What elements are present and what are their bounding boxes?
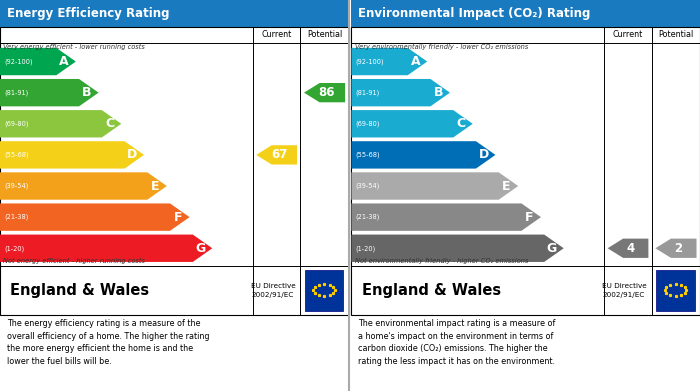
Text: Environmental Impact (CO₂) Rating: Environmental Impact (CO₂) Rating	[358, 7, 591, 20]
Polygon shape	[0, 235, 212, 262]
Text: D: D	[479, 149, 489, 161]
Text: Current: Current	[262, 30, 292, 39]
Text: Energy Efficiency Rating: Energy Efficiency Rating	[7, 7, 169, 20]
Polygon shape	[655, 239, 696, 258]
Text: F: F	[174, 211, 182, 224]
Text: (92-100): (92-100)	[356, 58, 384, 65]
Text: 86: 86	[318, 86, 335, 99]
Text: EU Directive
2002/91/EC: EU Directive 2002/91/EC	[603, 283, 647, 298]
Text: D: D	[127, 149, 137, 161]
Text: The environmental impact rating is a measure of
a home's impact on the environme: The environmental impact rating is a mea…	[358, 319, 556, 366]
Text: Current: Current	[613, 30, 643, 39]
Polygon shape	[0, 172, 167, 200]
Polygon shape	[608, 239, 648, 258]
Text: EU Directive
2002/91/EC: EU Directive 2002/91/EC	[251, 283, 295, 298]
Text: 67: 67	[271, 149, 287, 161]
Text: Potential: Potential	[658, 30, 694, 39]
Bar	[305, 270, 344, 311]
Text: 2: 2	[674, 242, 682, 255]
Bar	[351, 27, 700, 315]
Polygon shape	[351, 235, 564, 262]
Text: (69-80): (69-80)	[4, 120, 29, 127]
Text: C: C	[105, 117, 114, 130]
Text: (92-100): (92-100)	[4, 58, 33, 65]
Text: Very environmentally friendly - lower CO₂ emissions: Very environmentally friendly - lower CO…	[355, 44, 528, 50]
Text: (55-68): (55-68)	[356, 152, 380, 158]
Text: F: F	[525, 211, 533, 224]
Text: (21-38): (21-38)	[4, 214, 29, 221]
Text: (21-38): (21-38)	[356, 214, 380, 221]
Text: (39-54): (39-54)	[356, 183, 380, 189]
Polygon shape	[351, 172, 518, 200]
Polygon shape	[351, 203, 541, 231]
Text: E: E	[151, 179, 160, 192]
Text: The energy efficiency rating is a measure of the
overall efficiency of a home. T: The energy efficiency rating is a measur…	[7, 319, 209, 366]
Text: A: A	[60, 55, 69, 68]
Text: Very energy efficient - lower running costs: Very energy efficient - lower running co…	[4, 44, 146, 50]
Polygon shape	[351, 141, 496, 169]
Polygon shape	[0, 79, 99, 106]
Text: B: B	[433, 86, 443, 99]
Text: G: G	[547, 242, 557, 255]
Bar	[0, 27, 349, 315]
Polygon shape	[0, 203, 190, 231]
Text: (55-68): (55-68)	[4, 152, 29, 158]
Polygon shape	[351, 48, 427, 75]
Text: Not energy efficient - higher running costs: Not energy efficient - higher running co…	[4, 258, 146, 264]
Text: Potential: Potential	[307, 30, 342, 39]
Text: Not environmentally friendly - higher CO₂ emissions: Not environmentally friendly - higher CO…	[355, 258, 528, 264]
Polygon shape	[0, 141, 144, 169]
Polygon shape	[0, 110, 121, 138]
Text: (81-91): (81-91)	[356, 90, 380, 96]
Text: E: E	[503, 179, 511, 192]
Text: B: B	[82, 86, 92, 99]
Bar	[351, 0, 700, 27]
Text: 4: 4	[626, 242, 634, 255]
Text: England & Wales: England & Wales	[10, 283, 150, 298]
Text: (39-54): (39-54)	[4, 183, 29, 189]
Text: England & Wales: England & Wales	[362, 283, 501, 298]
Polygon shape	[351, 110, 472, 138]
Polygon shape	[256, 145, 297, 165]
Text: (1-20): (1-20)	[4, 245, 25, 251]
Text: (1-20): (1-20)	[356, 245, 376, 251]
Text: (69-80): (69-80)	[356, 120, 380, 127]
Text: G: G	[195, 242, 206, 255]
Polygon shape	[351, 79, 450, 106]
Polygon shape	[304, 83, 345, 102]
Text: (81-91): (81-91)	[4, 90, 29, 96]
Polygon shape	[0, 48, 76, 75]
Bar	[657, 270, 695, 311]
Bar	[0, 0, 349, 27]
Text: A: A	[411, 55, 420, 68]
Text: C: C	[456, 117, 466, 130]
